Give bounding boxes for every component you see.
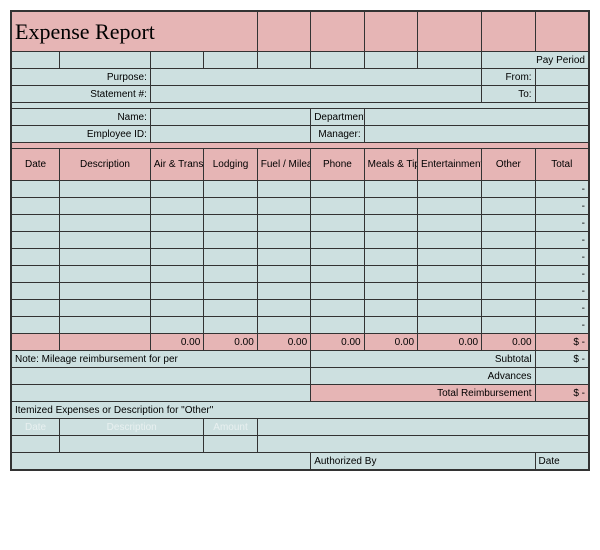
col-total: Total [535, 149, 588, 181]
sum-air: 0.00 [150, 334, 203, 351]
data-row: - [12, 215, 589, 232]
department-value[interactable] [364, 109, 588, 126]
itemized-headers-row: Date Description Amount [12, 419, 589, 436]
name-value[interactable] [150, 109, 310, 126]
title-row: Expense Report [12, 12, 589, 52]
purpose-value[interactable] [150, 69, 481, 86]
note-label: Note: Mileage reimbursement for per [12, 351, 311, 368]
data-row: - [12, 300, 589, 317]
itemized-date: Date [12, 419, 60, 436]
name-label: Name: [12, 109, 151, 126]
pay-period-label: Pay Period [482, 52, 589, 69]
col-ent: Entertainment [418, 149, 482, 181]
itemized-row [12, 436, 589, 453]
sum-fuel: 0.00 [257, 334, 310, 351]
statement-value[interactable] [150, 86, 481, 103]
itemized-amount: Amount [204, 419, 257, 436]
data-row: - [12, 181, 589, 198]
department-label: Department: [311, 109, 364, 126]
report-title: Expense Report [12, 12, 258, 52]
data-row: - [12, 266, 589, 283]
data-row: - [12, 249, 589, 266]
subtotal-label: Subtotal [311, 351, 535, 368]
total-reimb-value: $ - [535, 385, 588, 402]
from-label: From: [482, 69, 535, 86]
to-value[interactable] [535, 86, 588, 103]
col-other: Other [482, 149, 535, 181]
col-date: Date [12, 149, 60, 181]
column-headers-row: Date Description Air & Trans. Lodging Fu… [12, 149, 589, 181]
sum-other: 0.00 [482, 334, 535, 351]
col-description: Description [60, 149, 151, 181]
totals-row: 0.00 0.00 0.00 0.00 0.00 0.00 0.00 $ - [12, 334, 589, 351]
col-air: Air & Trans. [150, 149, 203, 181]
row-total: - [535, 266, 588, 283]
row-total: - [535, 317, 588, 334]
total-reimb-label: Total Reimbursement [311, 385, 535, 402]
itemized-label: Itemized Expenses or Description for "Ot… [12, 402, 589, 419]
purpose-label: Purpose: [12, 69, 151, 86]
manager-label: Manager: [311, 126, 364, 143]
data-row: - [12, 283, 589, 300]
manager-value[interactable] [364, 126, 588, 143]
col-lodging: Lodging [204, 149, 257, 181]
data-row: - [12, 232, 589, 249]
pay-period-row: Pay Period [12, 52, 589, 69]
col-phone: Phone [311, 149, 364, 181]
date-sig-label: Date [535, 453, 588, 470]
advances-value[interactable] [535, 368, 588, 385]
employee-id-label: Employee ID: [12, 126, 151, 143]
sum-phone: 0.00 [311, 334, 364, 351]
advances-label: Advances [311, 368, 535, 385]
col-meals: Meals & Tips [364, 149, 417, 181]
row-total: - [535, 215, 588, 232]
data-row: - [12, 198, 589, 215]
row-total: - [535, 181, 588, 198]
row-total: - [535, 300, 588, 317]
col-fuel: Fuel / Mileage [257, 149, 310, 181]
statement-label: Statement #: [12, 86, 151, 103]
data-row: - [12, 317, 589, 334]
employee-id-value[interactable] [150, 126, 310, 143]
to-label: To: [482, 86, 535, 103]
sum-total: $ - [535, 334, 588, 351]
sum-lodging: 0.00 [204, 334, 257, 351]
subtotal-value: $ - [535, 351, 588, 368]
expense-table: Expense Report Pay Period Purpose: From:… [11, 11, 589, 470]
row-total: - [535, 283, 588, 300]
authorized-label: Authorized By [311, 453, 535, 470]
row-total: - [535, 249, 588, 266]
itemized-desc: Description [60, 419, 204, 436]
row-total: - [535, 232, 588, 249]
sum-ent: 0.00 [418, 334, 482, 351]
expense-report-sheet: Expense Report Pay Period Purpose: From:… [10, 10, 590, 471]
sum-meals: 0.00 [364, 334, 417, 351]
row-total: - [535, 198, 588, 215]
from-value[interactable] [535, 69, 588, 86]
